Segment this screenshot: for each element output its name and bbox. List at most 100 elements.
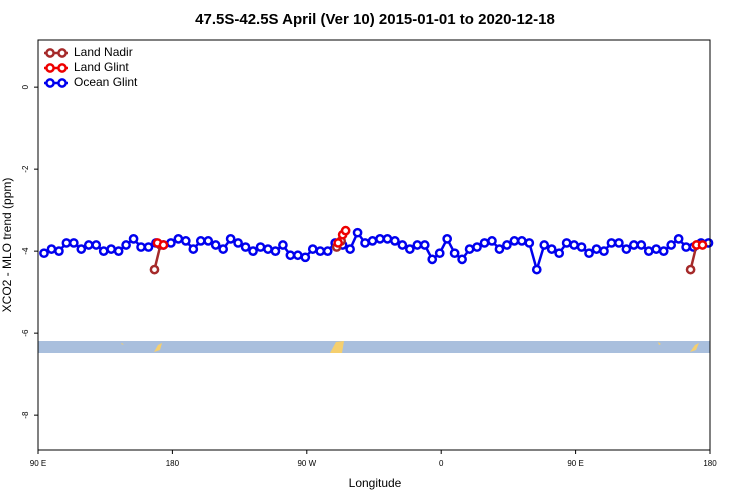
y-tick-label: -2 [21,165,30,173]
data-point [278,240,288,250]
data-point [591,244,602,254]
data-point [128,234,139,244]
data-point [449,248,460,259]
legend-marker [57,63,67,73]
data-point [136,242,146,252]
data-point [685,264,696,275]
plot-frame [37,39,711,451]
data-point [121,240,131,250]
data-point [606,238,617,248]
legend-label: Ocean Glint [74,75,138,89]
data-point [292,250,303,261]
y-tick-label: -8 [21,411,30,419]
data-point [322,246,333,256]
data-point [180,236,191,246]
data-point [39,248,49,259]
data-point [210,240,221,250]
data-point [599,246,609,256]
data-point [621,244,632,254]
data-point [218,244,229,254]
data-point [367,236,378,246]
data-point [681,242,691,252]
data-point [614,238,624,248]
data-point [315,246,326,256]
y-tick-label: -4 [21,247,30,255]
legend-marker [57,78,67,88]
data-point [576,242,587,252]
data-point [561,238,572,248]
data-point [546,244,557,254]
data-point [360,238,370,248]
data-point [524,238,535,248]
data-point [404,244,415,254]
data-point [149,264,160,275]
data-point [479,238,490,248]
data-point [173,234,184,244]
data-point [61,238,72,248]
data-point [76,244,87,254]
x-tick-label: 90 W [297,459,316,468]
data-point [658,246,669,256]
data-point [158,240,169,250]
data-point [143,242,154,252]
data-point [643,246,654,256]
data-point [390,236,400,246]
data-point [333,238,344,248]
legend-marker [45,48,55,58]
land-strip [38,341,710,353]
data-point [651,244,662,254]
data-point [375,234,385,244]
data-point [412,240,423,250]
data-point [554,248,565,259]
data-point [697,240,708,250]
x-tick-label: 0 [439,459,444,468]
legend-label: Land Nadir [74,45,133,59]
plot-area [39,225,714,275]
data-point [91,240,102,250]
y-axis-label: XCO2 - MLO trend (ppm) [0,178,14,313]
data-point [68,238,79,248]
data-point [472,242,482,252]
data-point [225,234,236,244]
legend-marker [45,78,55,88]
x-tick-label: 180 [703,459,717,468]
data-point [464,244,475,254]
data-point [195,236,206,246]
data-point [442,234,453,244]
data-point [255,242,266,252]
data-point [98,246,109,256]
data-point [666,240,677,250]
data-point [531,264,542,275]
data-point [270,246,281,256]
legend-label: Land Glint [74,60,129,74]
legend-marker [45,63,55,73]
ocean-strip [38,341,710,353]
data-point [345,244,355,254]
data-point [307,244,318,254]
x-tick-label: 180 [166,459,180,468]
data-point [628,240,639,250]
data-point [233,238,243,248]
data-point [188,244,199,254]
data-point [352,227,363,238]
data-point [636,240,647,250]
data-point [285,250,296,261]
data-point [166,238,176,248]
data-point [569,240,579,250]
data-point [240,242,251,252]
data-point [300,252,311,263]
data-point [46,244,57,254]
y-tick-label: 0 [21,84,30,89]
x-tick-label: 90 E [30,459,46,468]
data-point [248,246,258,256]
data-point [340,225,351,236]
x-tick-label: 90 E [567,459,583,468]
data-point [673,234,684,244]
data-point [487,236,497,246]
data-point [106,244,117,254]
data-point [397,240,408,250]
x-axis-label: Longitude [349,476,402,490]
